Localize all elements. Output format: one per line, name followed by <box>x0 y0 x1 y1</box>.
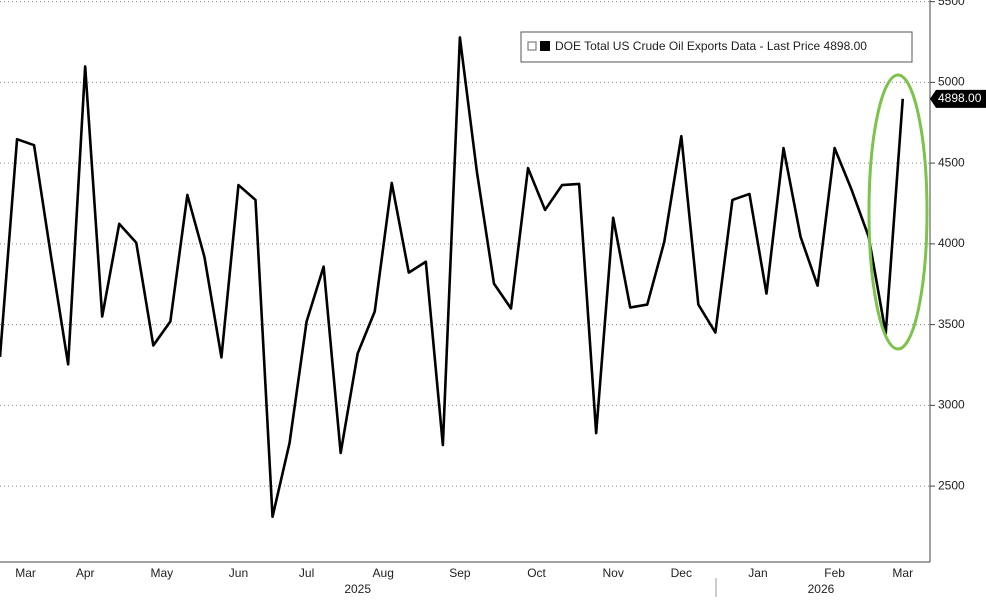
x-tick-label: Oct <box>527 566 546 580</box>
last-value-label: 4898.00 <box>938 91 982 105</box>
legend-box <box>520 31 913 63</box>
highlight-ellipse <box>867 73 929 351</box>
legend-toggle <box>527 41 537 51</box>
x-tick-label: Jul <box>299 566 314 580</box>
y-tick-label: 5000 <box>938 75 965 89</box>
y-tick-label: 3500 <box>938 317 965 331</box>
line-series <box>0 36 905 519</box>
x-tick-label: Nov <box>603 566 624 580</box>
x-tick-label: Aug <box>373 566 394 580</box>
legend: DOE Total US Crude Oil Exports Data - La… <box>520 31 913 63</box>
last-value-marker <box>930 89 986 108</box>
x-tick-label: Dec <box>671 566 692 580</box>
x-tick-label: Mar <box>15 566 36 580</box>
x-tick-label: Jan <box>748 566 767 580</box>
x-tick-label: Apr <box>76 566 95 580</box>
y-tick-label: 2500 <box>938 478 965 492</box>
year-label: 2026 <box>808 582 835 596</box>
y-tick-label: 4500 <box>938 155 965 169</box>
x-tick-label: Feb <box>824 566 845 580</box>
y-tick-label: 3000 <box>938 398 965 412</box>
legend-swatch <box>540 41 550 51</box>
y-tick-label: 4000 <box>938 236 965 250</box>
y-tick-label: 5500 <box>938 0 965 8</box>
x-tick-label: May <box>150 566 173 580</box>
x-tick-label: Jun <box>229 566 248 580</box>
year-label: 2025 <box>344 582 371 596</box>
x-tick-label: Sep <box>449 566 471 580</box>
legend-label: DOE Total US Crude Oil Exports Data - La… <box>555 39 867 53</box>
x-tick-label: Mar <box>892 566 913 580</box>
